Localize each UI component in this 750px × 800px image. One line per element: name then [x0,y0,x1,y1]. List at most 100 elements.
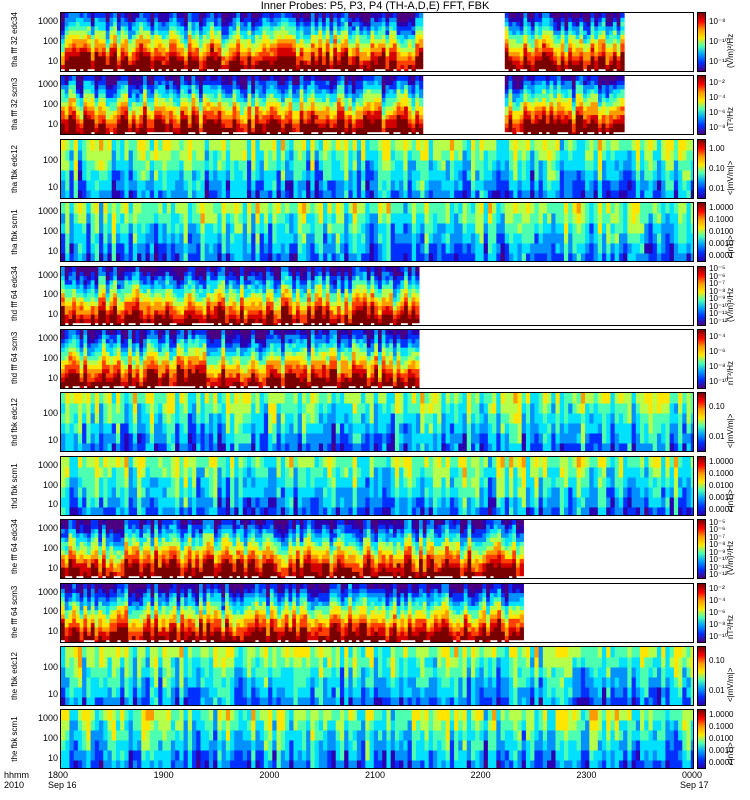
colorbar-tick-label: 0.01 [709,183,725,193]
spectrogram-cell [259,223,265,234]
spectrogram-cell [79,132,84,135]
spectrogram-cell [281,106,286,112]
spectrogram-cell [272,223,278,234]
spectrogram-cell [458,213,464,224]
spectrogram-cell [153,253,159,262]
spectrogram-cell [564,123,569,129]
spectrogram-cell [519,102,524,107]
spectrogram-cell [206,123,211,129]
spectrogram-cell [336,76,342,82]
spectrogram-cell [378,51,383,57]
spectrogram-cell [416,223,421,234]
spectrogram-cell [75,119,81,125]
spectrogram-cell [609,114,614,120]
spectrogram-cell [605,47,610,53]
spectrogram-cell [331,149,337,161]
spectrogram-cell [113,21,118,27]
spectrogram-cell [281,30,286,35]
spectrogram-cell [331,253,337,262]
spectrogram-cell [128,179,134,191]
spectrogram-cell [551,169,557,181]
spectrogram-cell [146,38,152,44]
spectrogram-cell [210,60,215,65]
spectrogram-cell [198,55,204,61]
spectrogram-cell [616,13,621,18]
spectrogram-cell [609,89,614,95]
spectrogram-cell [254,80,260,86]
spectrogram-cell [86,253,92,262]
spectrogram-cell [571,64,577,70]
spectrogram-cell [225,243,231,254]
spectrogram-cell [551,179,557,191]
spectrogram-cell [61,119,66,125]
spectrogram-cell [310,47,316,53]
spectrogram-cell [331,213,337,224]
spectrogram-cell [210,102,215,107]
spectrogram-cell [238,149,244,161]
spectrogram-cell [288,25,293,31]
spectrogram-cell [504,60,510,65]
spectrogram-cell [225,34,230,40]
spectrogram-cell [225,106,230,112]
spectrogram-cell [258,25,263,31]
spectrogram-cell [276,213,282,224]
spectrogram-cell [583,43,588,48]
spectrogram-cell [303,60,308,65]
spectrogram-cell [128,47,133,53]
spectrogram-cell [87,93,92,99]
spectrogram-cell [269,30,275,35]
spectrogram-cell [87,106,92,112]
spectrogram-cell [348,169,354,181]
spectrogram-cell [206,76,211,82]
spectrogram-cell [623,179,628,191]
spectrogram-cell [94,17,99,23]
spectrogram-cell [166,243,172,254]
spectrogram-cell [392,93,398,99]
spectrogram-cell [191,84,196,90]
spectrogram-cell [232,84,237,90]
spectrogram-cell [162,179,168,191]
spectrogram-cell [549,123,554,129]
spectrogram-cell [504,25,510,31]
spectrogram-cell [620,80,625,86]
spectrogram-cell [363,106,368,112]
spectrogram-cell [373,189,379,198]
spectrogram-cell [272,203,278,214]
spectrogram-cell [277,68,282,71]
spectrogram-cell [407,189,413,198]
spectrogram-cell [512,55,517,61]
spectrogram-cell [479,149,485,161]
spectrogram-cell [419,132,424,135]
spectrogram-cell [64,34,69,40]
spectrogram-cell [382,149,387,161]
spectrogram-cell [483,139,489,151]
spectrogram-cell [170,169,176,181]
spectrogram-cell [268,243,273,254]
spectrogram-cell [378,60,383,65]
spectrogram-cell [77,179,83,191]
spectrogram-cell [407,89,413,95]
spectrogram-cell [560,43,565,48]
spectrogram-cell [131,80,137,86]
spectrogram-cell [508,55,513,61]
spectrogram-cell [359,17,364,23]
spectrogram-cell [392,38,398,44]
spectrogram-cell [149,213,155,224]
spectrogram-cell [652,179,658,191]
spectrogram-cell [128,159,134,171]
spectrogram-cell [549,47,554,53]
spectrogram-cell [115,213,121,224]
spectrogram-cell [441,203,447,214]
spectrogram-cell [128,93,133,99]
spectrogram-cell [116,64,122,70]
spectrogram-cell [143,123,148,129]
spectrogram-cell [411,93,416,99]
spectrogram-cell [234,169,240,181]
spectrogram-cell [161,93,166,99]
spectrogram-cell [557,30,562,35]
spectrogram-cell [288,76,293,82]
spectrogram-cell [228,110,234,116]
spectrogram-cell [310,51,316,57]
spectrogram-cell [137,233,142,244]
spectrogram-cell [381,34,386,40]
